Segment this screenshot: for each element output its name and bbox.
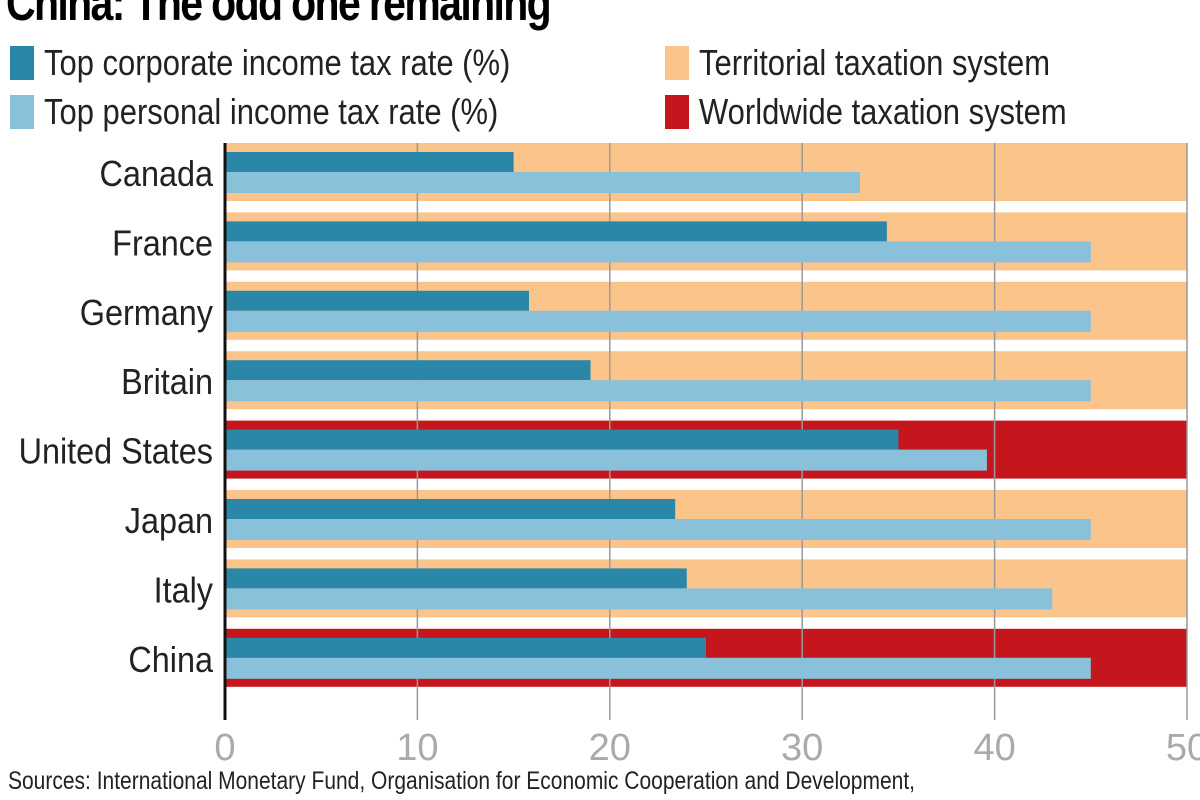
bar-corporate bbox=[225, 360, 591, 381]
category-label: Japan bbox=[125, 501, 213, 541]
legend-label: Territorial taxation system bbox=[699, 42, 1051, 83]
source-note: Sources: International Monetary Fund, Or… bbox=[8, 767, 916, 795]
legend-label: Worldwide taxation system bbox=[699, 91, 1067, 132]
chart-title: China: The odd one remaining bbox=[6, 0, 552, 31]
bar-personal bbox=[225, 310, 1091, 332]
bar-corporate bbox=[225, 221, 887, 242]
bar-personal bbox=[225, 172, 860, 193]
bar-corporate bbox=[225, 290, 529, 311]
legend-swatch bbox=[665, 46, 689, 80]
legend-swatch bbox=[665, 95, 689, 129]
bar-personal bbox=[225, 588, 1053, 610]
bar-personal bbox=[225, 519, 1091, 540]
bar-personal bbox=[225, 241, 1091, 263]
bar-personal bbox=[225, 449, 987, 471]
x-tick-label: 10 bbox=[396, 727, 438, 769]
x-tick-label: 50 bbox=[1166, 727, 1200, 769]
legend-worldwide: Worldwide taxation system bbox=[665, 91, 1127, 133]
legend-label: Top personal income tax rate (%) bbox=[44, 91, 499, 132]
bar-corporate bbox=[225, 429, 899, 450]
bar-personal bbox=[225, 380, 1091, 402]
bar-corporate bbox=[225, 637, 706, 658]
x-tick-label: 40 bbox=[973, 727, 1015, 769]
legend-label: Top corporate income tax rate (%) bbox=[44, 42, 511, 83]
category-label: Britain bbox=[121, 363, 213, 403]
bar-corporate bbox=[225, 568, 687, 589]
x-tick-label: 30 bbox=[781, 727, 823, 769]
bar-personal bbox=[225, 657, 1091, 679]
category-label: Canada bbox=[100, 154, 214, 194]
legend-swatch bbox=[10, 46, 34, 80]
x-tick-label: 0 bbox=[214, 727, 235, 769]
x-tick-label: 20 bbox=[589, 727, 631, 769]
legend-swatch bbox=[10, 95, 34, 129]
category-label: China bbox=[128, 640, 214, 680]
bar-corporate bbox=[225, 499, 676, 519]
legend-territorial: Territorial taxation system bbox=[665, 42, 1107, 84]
legend-corporate: Top corporate income tax rate (%) bbox=[10, 42, 586, 84]
category-label: France bbox=[112, 224, 213, 264]
category-label: Germany bbox=[80, 293, 214, 333]
category-label: United States bbox=[19, 432, 213, 472]
category-label: Italy bbox=[154, 571, 214, 611]
bar-corporate bbox=[225, 152, 514, 172]
legend-personal: Top personal income tax rate (%) bbox=[10, 91, 572, 133]
